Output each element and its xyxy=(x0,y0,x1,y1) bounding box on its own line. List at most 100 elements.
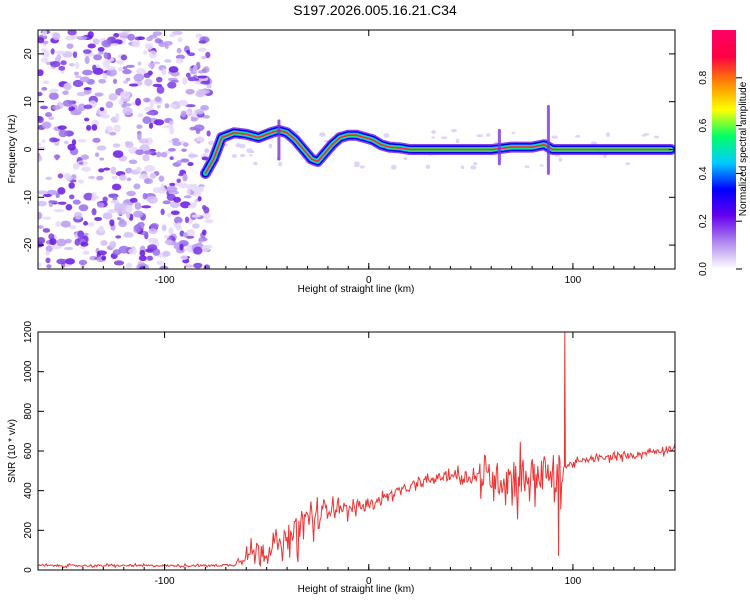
noise-blob xyxy=(46,264,52,269)
noise-blob xyxy=(80,154,89,160)
noise-blob xyxy=(53,208,65,213)
noise-blob xyxy=(55,192,60,198)
noise-blob xyxy=(200,105,209,111)
noise-blob xyxy=(72,199,81,205)
noise-blob xyxy=(38,37,45,44)
noise-blob xyxy=(76,35,88,41)
noise-blob xyxy=(72,51,78,59)
noise-blob xyxy=(38,211,43,220)
noise-blob xyxy=(250,150,255,154)
noise-blob xyxy=(46,189,58,196)
noise-blob xyxy=(152,83,163,88)
noise-blob xyxy=(156,151,162,158)
y-tick-label: 200 xyxy=(23,522,34,539)
noise-blob xyxy=(54,140,60,146)
noise-blob xyxy=(105,66,116,71)
noise-blob xyxy=(124,141,131,146)
noise-blob xyxy=(160,208,165,216)
noise-blob xyxy=(159,265,169,269)
noise-blob xyxy=(57,187,66,195)
colorbar-tick-label: 0.4 xyxy=(698,166,709,180)
x-tick-label: 0 xyxy=(366,576,372,587)
noise-blob xyxy=(68,182,75,189)
noise-blob xyxy=(123,200,130,204)
noise-blob xyxy=(79,76,91,83)
noise-blob xyxy=(173,216,183,224)
noise-blob xyxy=(122,107,133,116)
noise-blob xyxy=(135,149,144,156)
noise-blob xyxy=(153,119,165,126)
noise-blob xyxy=(38,190,48,195)
noise-blob xyxy=(185,72,191,78)
noise-blob xyxy=(147,244,158,251)
noise-blob xyxy=(115,235,122,239)
noise-blob xyxy=(137,132,142,141)
noise-blob xyxy=(111,183,122,191)
noise-blob xyxy=(81,166,91,172)
noise-blob xyxy=(48,116,55,121)
noise-blob xyxy=(92,137,101,143)
noise-blob xyxy=(201,229,207,236)
y-tick-label: -20 xyxy=(23,237,34,252)
noise-blob xyxy=(177,37,183,43)
noise-blob xyxy=(97,46,105,52)
noise-blob xyxy=(163,125,174,129)
x-tick-label: -100 xyxy=(155,576,175,587)
snr-panel: -100 0 100 0 200 400 600 800 1000 1200 Height of… xyxy=(7,320,676,595)
noise-blob xyxy=(201,156,209,161)
noise-blob xyxy=(142,97,151,103)
noise-blob xyxy=(199,185,205,192)
noise-blob xyxy=(41,50,50,58)
noise-blob xyxy=(77,138,87,143)
noise-blob xyxy=(120,54,128,61)
noise-blob xyxy=(511,131,516,135)
noise-blob xyxy=(112,150,124,158)
noise-blob xyxy=(148,50,157,59)
noise-blob xyxy=(102,212,113,220)
noise-blob xyxy=(152,31,163,36)
noise-blob xyxy=(42,216,52,220)
colorbar-tick-label: 0.2 xyxy=(698,214,709,228)
noise-blob xyxy=(105,101,114,109)
x-tick-label: 100 xyxy=(565,275,582,286)
noise-blob xyxy=(75,61,80,70)
noise-blob xyxy=(69,194,75,200)
noise-blob xyxy=(178,173,184,177)
noise-blob xyxy=(200,55,207,60)
noise-blob xyxy=(180,255,188,261)
noise-blob xyxy=(148,34,158,39)
noise-blob xyxy=(149,172,157,179)
noise-blob xyxy=(142,192,148,200)
noise-blob xyxy=(117,217,122,221)
noise-blob xyxy=(143,178,153,185)
noise-blob xyxy=(63,83,70,89)
noise-blob xyxy=(201,204,207,210)
noise-blob xyxy=(42,193,52,198)
snr-series-line xyxy=(38,332,675,569)
noise-blob xyxy=(253,161,258,166)
noise-blob xyxy=(99,107,105,112)
colorbar-tick-label: 0.0 xyxy=(698,262,709,276)
noise-blob xyxy=(133,210,144,218)
noise-blob xyxy=(93,54,102,61)
noise-blob xyxy=(72,79,84,88)
noise-blob xyxy=(167,81,177,89)
noise-blob xyxy=(38,236,46,244)
noise-blob xyxy=(175,57,184,64)
noise-blob xyxy=(122,103,132,107)
noise-blob xyxy=(101,39,112,48)
noise-blob xyxy=(195,33,203,39)
noise-blob xyxy=(74,71,79,76)
noise-blob xyxy=(194,108,205,115)
noise-blob xyxy=(193,246,203,255)
noise-blob xyxy=(58,129,68,138)
noise-blob xyxy=(163,235,170,239)
noise-blob xyxy=(164,59,172,63)
noise-blob xyxy=(38,154,43,162)
noise-blob xyxy=(112,78,118,85)
noise-blob xyxy=(198,40,207,44)
noise-blob xyxy=(45,257,51,264)
noise-blob xyxy=(52,138,61,142)
noise-blob xyxy=(182,77,188,86)
